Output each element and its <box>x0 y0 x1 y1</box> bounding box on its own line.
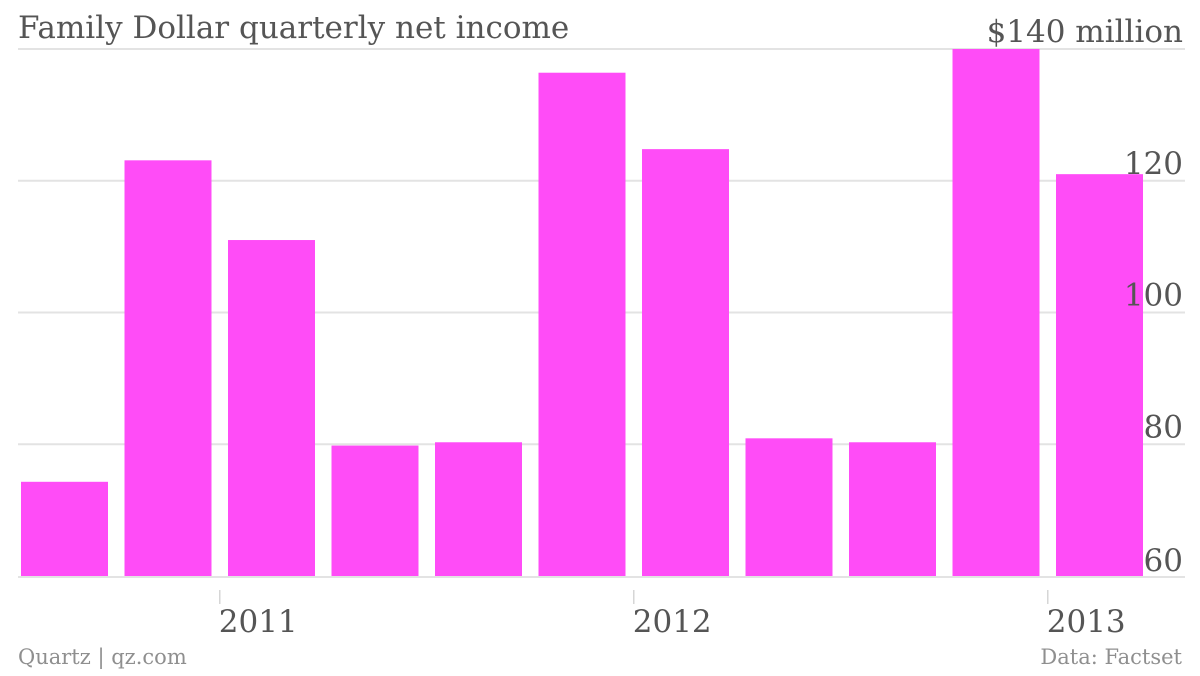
bar <box>331 445 419 576</box>
y-tick-label: 120 <box>1124 146 1183 182</box>
bar <box>642 149 729 576</box>
bar <box>745 438 833 576</box>
bar <box>124 160 212 577</box>
y-tick-label: 60 <box>1144 543 1183 579</box>
chart-title: Family Dollar quarterly net income <box>18 10 570 46</box>
bar <box>228 240 315 576</box>
bar <box>538 72 626 576</box>
bar <box>849 442 936 576</box>
y-tick-label: $140 million <box>987 14 1183 50</box>
bars <box>21 49 1143 577</box>
x-tick-label: 2011 <box>219 604 298 640</box>
bar <box>952 49 1040 576</box>
y-tick-label: 80 <box>1144 409 1183 445</box>
bar <box>1056 174 1143 576</box>
bar <box>21 481 108 576</box>
credit-text: Quartz | qz.com <box>18 645 187 669</box>
x-tick-label: 2013 <box>1047 604 1126 640</box>
y-axis-labels: 60 80 100 120 $140 million <box>987 14 1183 579</box>
bar <box>435 442 522 576</box>
source-text: Data: Factset <box>1040 645 1182 669</box>
x-tick-label: 2012 <box>633 604 712 640</box>
x-axis: 2011 2012 2013 <box>18 576 1185 640</box>
y-tick-label: 100 <box>1124 278 1183 314</box>
